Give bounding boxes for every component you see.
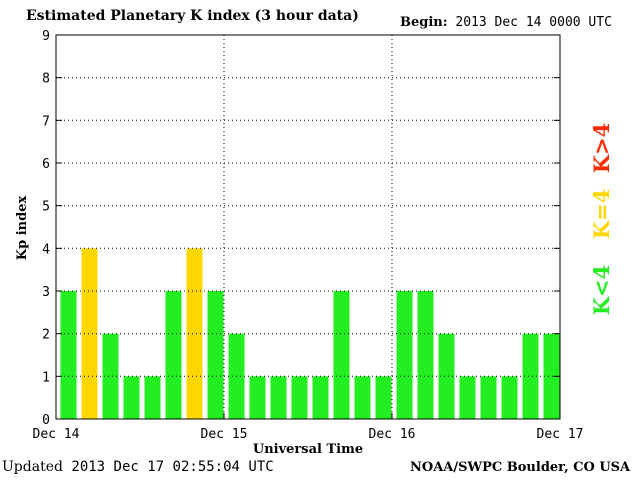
- bar-layer: [60, 248, 560, 419]
- kp-bar: [396, 291, 413, 419]
- y-tick-label: 0: [42, 413, 50, 428]
- kp-bar: [543, 333, 560, 419]
- updated-value: 2013 Dec 17 02:55:04 UTC: [71, 459, 274, 475]
- legend-k-greater-4: K>4: [589, 123, 614, 173]
- kp-bar: [81, 248, 98, 419]
- kp-bar: [207, 291, 224, 419]
- x-tick-label: Dec 17: [537, 427, 584, 442]
- kp-bar: [249, 376, 266, 419]
- kp-bar: [102, 333, 119, 419]
- y-tick-label: 5: [42, 200, 50, 215]
- x-tick-label: Dec 14: [33, 427, 80, 442]
- kp-bar: [375, 376, 392, 419]
- x-tick-label: Dec 16: [369, 427, 416, 442]
- kp-bar: [333, 291, 350, 419]
- y-tick-label: 3: [42, 285, 50, 300]
- y-tick-label: 8: [42, 72, 50, 87]
- kp-bar: [291, 376, 308, 419]
- grid-lines: [56, 35, 560, 419]
- y-axis: 0 1 2 3 4 5 6 7 8 9: [42, 29, 560, 428]
- updated-timestamp: Updated 2013 Dec 17 02:55:04 UTC: [2, 459, 274, 475]
- kp-bar: [354, 376, 371, 419]
- kp-bar: [60, 291, 77, 419]
- chart-title: Estimated Planetary K index (3 hour data…: [26, 8, 359, 24]
- y-tick-label: 1: [42, 370, 50, 385]
- kp-bar: [480, 376, 497, 419]
- y-tick-label: 2: [42, 328, 50, 343]
- y-tick-label: 9: [42, 29, 50, 44]
- updated-label: Updated: [2, 459, 63, 475]
- legend-k-less-4: K<4: [589, 265, 614, 315]
- kp-bar: [186, 248, 203, 419]
- legend-k-equal-4: K=4: [589, 189, 614, 239]
- begin-time: Begin: 2013 Dec 14 0000 UTC: [400, 15, 612, 30]
- x-axis: Dec 14 Dec 15 Dec 16 Dec 17: [33, 413, 584, 442]
- kp-bar: [417, 291, 434, 419]
- kp-bar: [312, 376, 329, 419]
- kp-bar: [123, 376, 140, 419]
- kp-bar: [270, 376, 287, 419]
- x-axis-title: Universal Time: [253, 442, 363, 457]
- kp-bar: [459, 376, 476, 419]
- begin-value: 2013 Dec 14 0000 UTC: [455, 15, 612, 30]
- y-tick-label: 7: [42, 114, 50, 129]
- credit-text: NOAA/SWPC Boulder, CO USA: [410, 460, 631, 475]
- kp-bar: [165, 291, 182, 419]
- y-tick-label: 6: [42, 157, 50, 172]
- x-tick-label: Dec 15: [201, 427, 248, 442]
- kp-bar: [144, 376, 161, 419]
- begin-label: Begin:: [400, 15, 448, 30]
- kp-bar: [501, 376, 518, 419]
- y-tick-label: 4: [42, 242, 50, 257]
- kp-bar: [438, 333, 455, 419]
- y-axis-title: Kp index: [15, 196, 30, 261]
- kp-bar: [522, 333, 539, 419]
- plot-frame: [55, 34, 561, 420]
